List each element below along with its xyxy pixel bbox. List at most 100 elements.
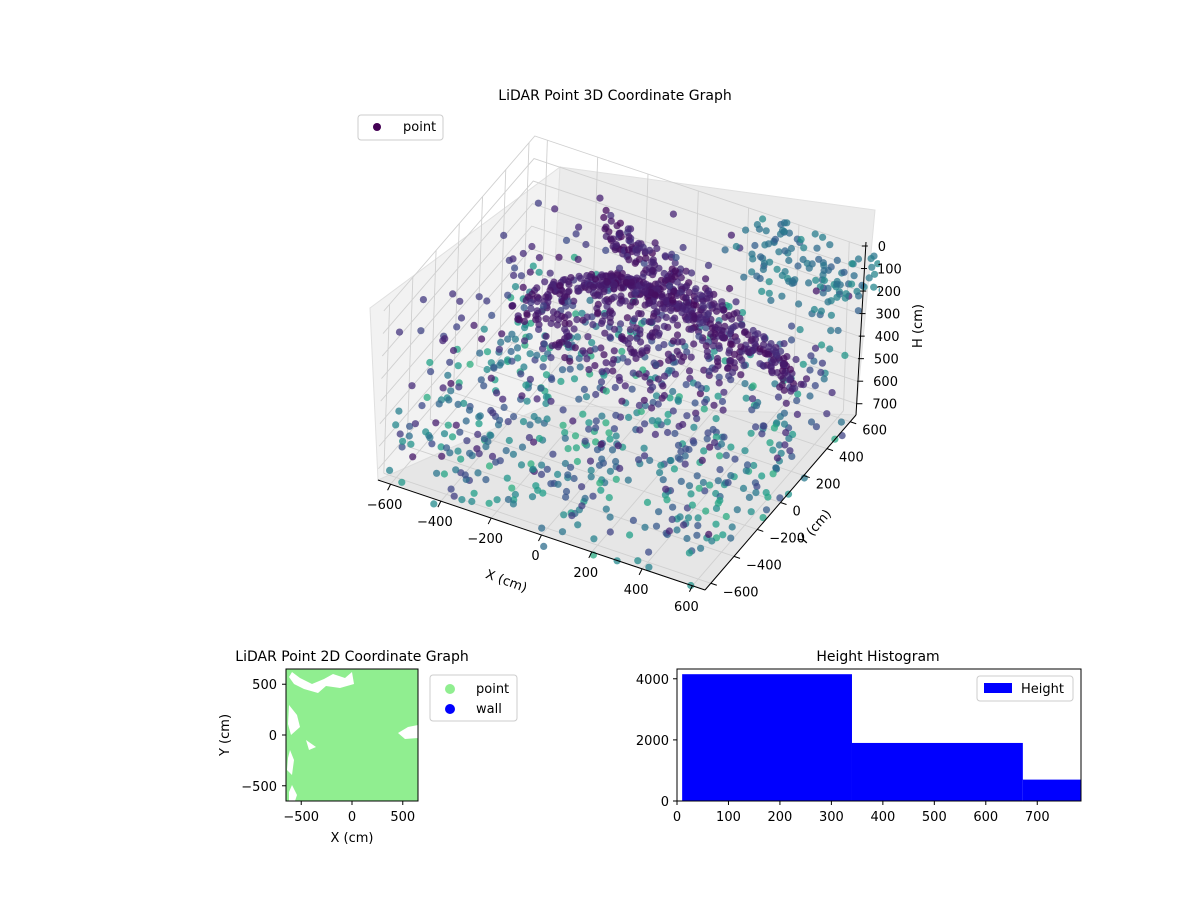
lidar-point-3d <box>566 365 574 373</box>
lidar-point-3d <box>456 428 464 436</box>
lidar-point-3d <box>582 393 591 401</box>
lidar-point-3d <box>614 442 622 450</box>
lidar-point-3d <box>651 239 659 247</box>
lidar-point-3d <box>541 278 549 286</box>
lidar-point-3d <box>454 400 462 408</box>
lidar-point-3d <box>723 364 732 372</box>
lidar-point-3d <box>528 242 536 251</box>
lidar-point-3d <box>652 522 661 530</box>
lidar-point-3d <box>773 265 781 273</box>
lidar-point-3d <box>665 527 674 535</box>
lidar-point-3d <box>641 420 649 428</box>
lidar-point-3d <box>444 421 452 429</box>
lidar-point-3d <box>817 368 825 377</box>
lidar-point-3d <box>685 367 694 375</box>
lidar-point-3d <box>681 452 689 460</box>
lidar-point-3d <box>782 429 790 437</box>
lidar-point-3d <box>747 508 755 516</box>
lidar-point-3d <box>618 397 626 405</box>
lidar-point-3d <box>476 349 484 357</box>
y-tick-label-3d: −400 <box>746 558 782 573</box>
lidar-point-3d <box>704 311 712 319</box>
lidar-point-3d <box>642 254 650 262</box>
x-tick-label-3d: −200 <box>467 532 503 547</box>
lidar-point-3d <box>669 407 677 415</box>
lidar-point-3d <box>673 331 682 339</box>
lidar-point-3d <box>667 456 675 465</box>
lidar-point-3d <box>619 335 627 343</box>
lidar-point-3d <box>551 205 559 213</box>
lidar-point-3d <box>654 315 662 323</box>
lidar-point-3d <box>683 412 691 420</box>
lidar-point-3d <box>646 456 654 464</box>
lidar-point-3d <box>426 434 434 442</box>
lidar-point-3d <box>561 335 569 343</box>
lidar-point-3d <box>584 333 592 341</box>
lidar-point-3d <box>598 412 606 420</box>
lidar-point-3d <box>706 481 714 489</box>
lidar-point-3d <box>489 409 497 417</box>
lidar-point-3d <box>688 501 697 509</box>
lidar-point-3d <box>564 471 572 479</box>
lidar-point-3d <box>727 534 735 542</box>
lidar-point-3d <box>608 446 617 454</box>
lidar-point-3d <box>648 417 656 425</box>
lidar-point-3d <box>767 296 775 304</box>
y-tick-label-3d: 0 <box>793 505 801 520</box>
lidar-point-3d <box>779 360 787 368</box>
lidar-point-3d <box>674 441 683 449</box>
lidar-point-3d <box>693 472 701 480</box>
lidar-point-3d <box>727 443 735 451</box>
lidar-point-3d <box>703 352 712 360</box>
lidar-point-3d <box>398 478 406 486</box>
histogram-bar <box>682 674 852 801</box>
lidar-point-3d <box>583 355 591 363</box>
legend-swatch-height <box>984 683 1012 693</box>
lidar-point-3d <box>685 549 694 557</box>
lidar-point-3d <box>519 283 527 291</box>
lidar-point-3d <box>848 260 856 268</box>
lidar-point-3d <box>583 313 591 321</box>
lidar-point-3d <box>585 366 593 374</box>
legend-2d: point wall <box>429 674 518 722</box>
lidar-point-3d <box>627 278 635 286</box>
lidar-point-3d <box>474 430 482 438</box>
lidar-point-3d <box>542 315 550 323</box>
lidar-point-3d <box>582 240 590 249</box>
lidar-point-3d <box>665 366 673 375</box>
lidar-point-3d <box>454 447 462 455</box>
lidar-point-3d <box>540 542 548 551</box>
lidar-point-3d <box>462 417 470 425</box>
lidar-point-3d <box>527 298 535 307</box>
lidar-point-3d <box>671 273 679 281</box>
lidar-point-3d <box>396 430 404 438</box>
lidar-point-3d <box>572 310 580 318</box>
height-histogram: Height Histogram 0 100 200 300 400 500 600 7000… <box>636 649 1082 825</box>
x-tick-label-2d: 500 <box>390 810 415 825</box>
lidar-point-3d <box>480 325 488 333</box>
lidar-point-3d <box>570 375 579 383</box>
lidar-point-3d <box>606 435 614 443</box>
lidar-point-3d <box>470 321 478 329</box>
lidar-point-3d <box>458 496 466 504</box>
lidar-point-3d <box>572 444 581 452</box>
lidar-point-3d <box>619 354 627 362</box>
legend-marker-wall-2d <box>445 704 455 714</box>
lidar-point-3d <box>533 298 541 306</box>
lidar-point-3d <box>780 340 788 348</box>
lidar-point-3d <box>476 412 484 420</box>
lidar-point-3d <box>465 406 474 414</box>
lidar-point-3d <box>547 397 555 405</box>
lidar-point-3d <box>566 357 574 365</box>
lidar-point-3d <box>497 338 505 346</box>
lidar-point-3d <box>727 231 736 239</box>
lidar-point-3d <box>757 253 765 261</box>
lidar-point-3d <box>635 401 644 409</box>
lidar-point-3d <box>553 321 562 329</box>
lidar-point-3d <box>663 496 671 504</box>
lidar-point-3d <box>515 316 524 324</box>
lidar-point-3d <box>478 335 486 343</box>
lidar-point-3d <box>562 487 571 496</box>
lidar-point-3d <box>772 348 780 356</box>
point-cloud-3d <box>386 194 880 590</box>
